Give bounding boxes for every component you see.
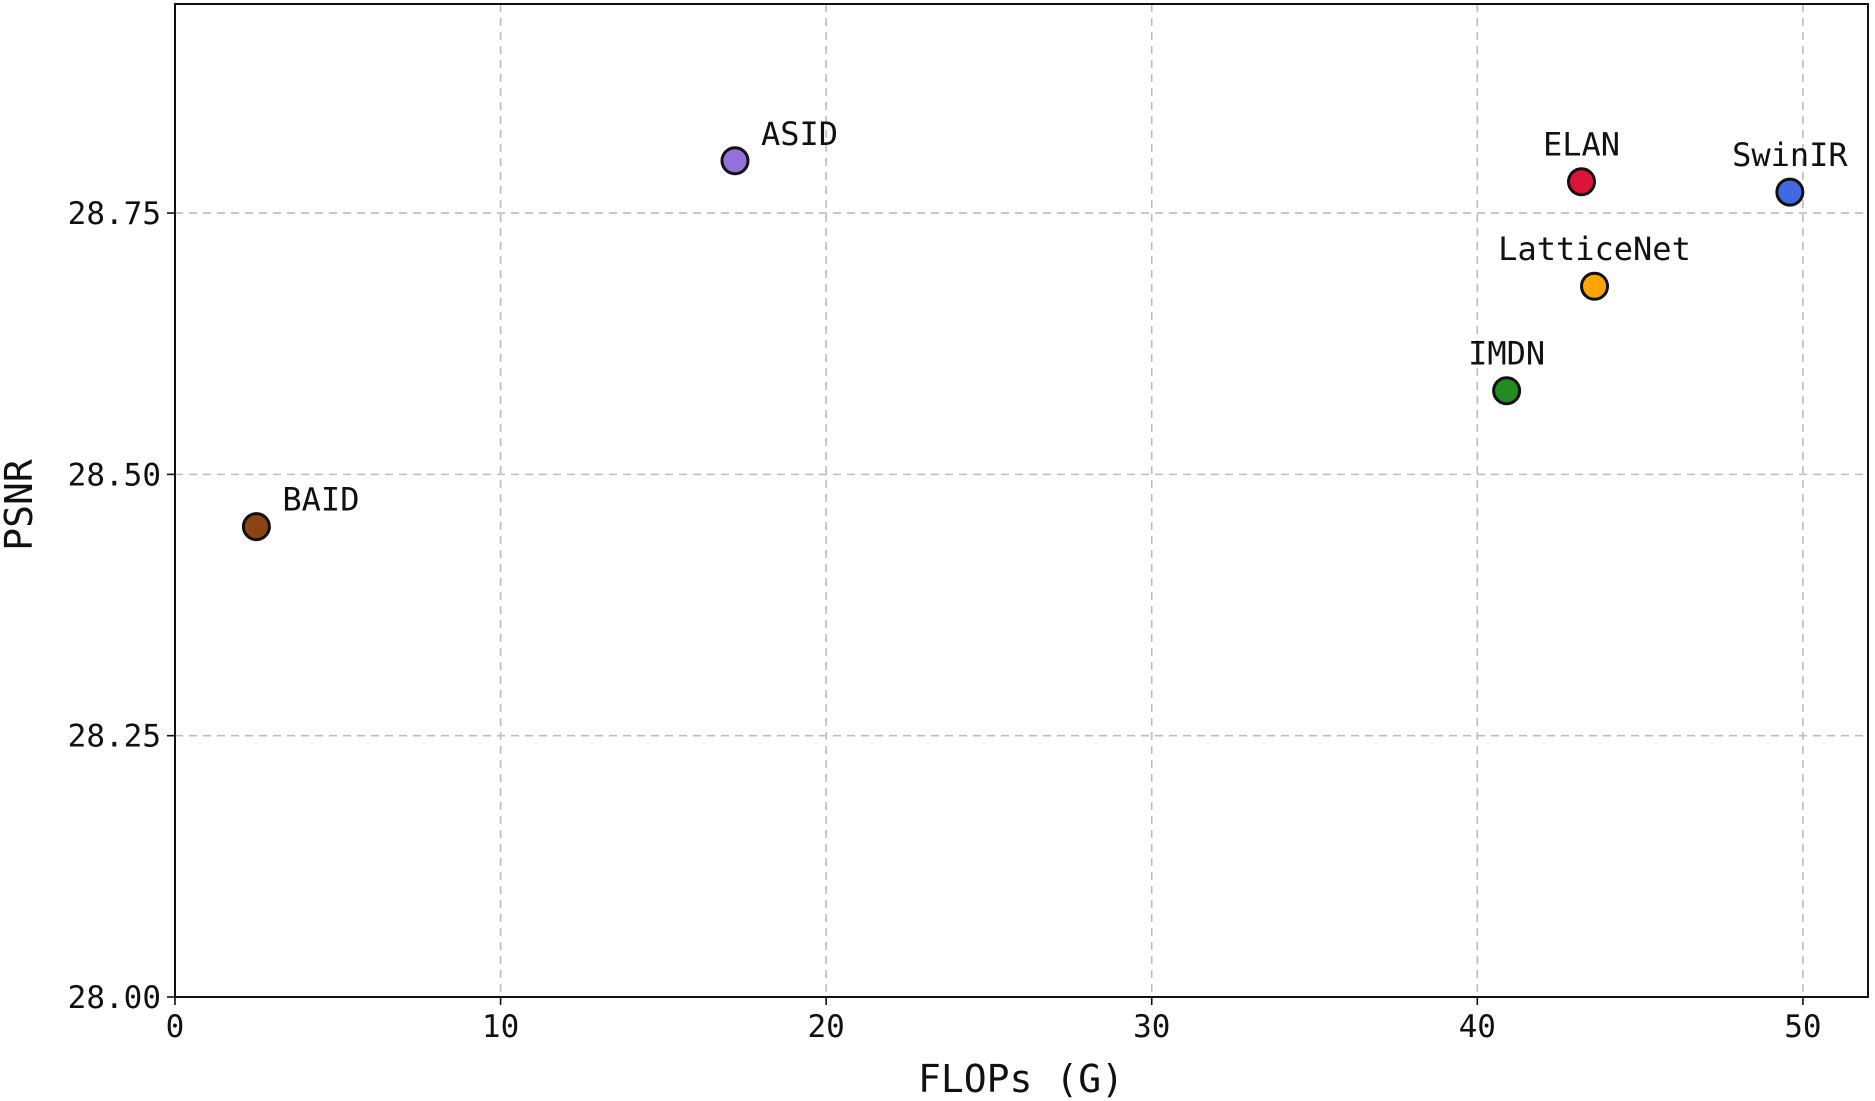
data-points: BAID ASID ELAN SwinIR LatticeNet IMDN — [241, 115, 1848, 542]
x-tick-label: 50 — [1784, 1009, 1821, 1045]
y-tick-label: 28.00 — [68, 980, 161, 1016]
point-label-baid: BAID — [282, 481, 359, 519]
y-axis-title: PSNR — [0, 459, 41, 551]
x-tick-label: 0 — [166, 1009, 185, 1045]
x-tick-label: 40 — [1459, 1009, 1496, 1045]
point-latticenet — [1580, 271, 1610, 301]
point-baid — [241, 512, 271, 542]
point-label-elan: ELAN — [1543, 126, 1620, 164]
plot-frame — [174, 3, 1869, 998]
point-label-asid: ASID — [761, 115, 838, 153]
point-label-imdn: IMDN — [1468, 335, 1545, 373]
point-label-latticenet: LatticeNet — [1498, 230, 1691, 268]
y-tick-label: 28.75 — [68, 196, 161, 232]
point-label-swinir: SwinIR — [1732, 136, 1848, 174]
grid — [175, 4, 1868, 997]
axis-ticks: 0 10 20 30 40 50 28.00 28.25 28.50 28.75 — [68, 196, 1822, 1045]
point-swinir — [1775, 177, 1805, 207]
point-elan — [1566, 167, 1596, 197]
x-tick-label: 20 — [807, 1009, 844, 1045]
point-imdn — [1492, 376, 1522, 406]
point-asid — [720, 146, 750, 176]
y-tick-label: 28.25 — [68, 719, 161, 755]
y-tick-label: 28.50 — [68, 457, 161, 493]
x-tick-label: 30 — [1133, 1009, 1170, 1045]
x-tick-label: 10 — [482, 1009, 519, 1045]
x-axis-title: FLOPs (G) — [918, 1057, 1124, 1101]
